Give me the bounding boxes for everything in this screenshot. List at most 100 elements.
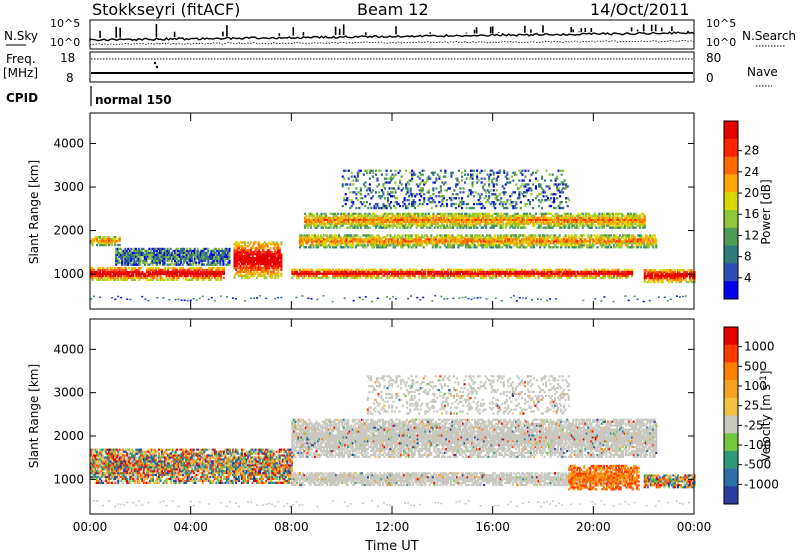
scatter-cell	[266, 253, 269, 256]
scatter-cell	[170, 278, 173, 281]
scatter-cell	[175, 253, 178, 256]
scatter-cell	[366, 272, 369, 275]
scatter-cell	[115, 257, 118, 260]
scatter-cell	[524, 226, 527, 229]
scatter-cell	[397, 218, 400, 221]
scatter-cell	[637, 238, 640, 241]
scatter-cell	[584, 214, 587, 217]
scatter-cell	[427, 272, 430, 275]
scatter-cell	[260, 247, 263, 250]
scatter-cell	[248, 262, 251, 266]
scatter-cell	[511, 238, 514, 241]
scatter-cell	[124, 267, 127, 270]
scatter-cell	[488, 222, 491, 225]
scatter-cell	[510, 268, 513, 271]
scatter-cell	[115, 276, 118, 280]
scatter-cell	[431, 238, 434, 241]
scatter-cell	[321, 236, 324, 239]
scatter-cell	[180, 267, 183, 270]
scatter-cell	[195, 278, 198, 281]
scatter-cell	[421, 268, 424, 271]
scatter-cell	[557, 216, 560, 219]
scatter-cell	[406, 238, 409, 241]
scatter-cell	[565, 220, 568, 223]
scatter-cell	[563, 238, 566, 241]
scatter-cell	[426, 218, 429, 221]
scatter-cell	[406, 224, 409, 227]
scatter-cell	[192, 268, 195, 272]
scatter-cell	[119, 255, 122, 258]
scatter-cell	[545, 218, 548, 221]
scatter-cell	[625, 270, 628, 273]
scatter-cell	[393, 220, 396, 223]
scatter-cell	[348, 274, 351, 277]
scatter-cell	[405, 212, 408, 215]
scatter-cell	[216, 255, 219, 258]
scatter-cell	[372, 244, 375, 247]
scatter-cell	[401, 274, 404, 277]
scatter-cell	[581, 212, 584, 215]
scatter-cell	[201, 259, 204, 262]
scatter-cell	[118, 261, 121, 264]
scatter-cell	[242, 270, 245, 273]
scatter-cell	[91, 240, 94, 243]
scatter-cell	[592, 222, 595, 225]
scatter-cell	[605, 272, 608, 275]
scatter-cell	[567, 270, 570, 273]
scatter-cell	[585, 276, 588, 279]
scatter-cell	[452, 246, 455, 249]
scatter-cell	[166, 253, 169, 256]
scatter-cell	[596, 216, 599, 219]
scatter-cell	[332, 226, 335, 229]
scatter-cell	[510, 270, 513, 273]
scatter-cell	[495, 216, 498, 219]
scatter-cell	[146, 263, 149, 266]
scatter-cell	[397, 242, 400, 245]
scatter-cell	[487, 272, 490, 275]
scatter-cell	[425, 238, 428, 241]
scatter-cell	[525, 218, 528, 221]
scatter-cell	[271, 270, 274, 273]
scatter-cell	[456, 226, 459, 229]
scatter-cell	[409, 240, 412, 243]
scatter-cell	[182, 267, 185, 270]
scatter-cell	[655, 242, 658, 245]
scatter-cell	[531, 246, 534, 249]
scatter-cell	[312, 246, 315, 249]
scatter-cell	[332, 274, 335, 277]
scatter-cell	[174, 251, 177, 254]
scatter-cell	[599, 234, 602, 237]
scatter-cell	[597, 236, 600, 239]
scatter-cell	[483, 276, 486, 279]
scatter-cell	[114, 272, 117, 276]
scatter-cell	[463, 276, 466, 279]
scatter-cell	[349, 218, 352, 221]
scatter-cell	[474, 222, 477, 225]
scatter-cell	[376, 220, 379, 223]
scatter-cell	[474, 216, 477, 219]
scatter-cell	[569, 244, 572, 247]
scatter-cell	[616, 216, 619, 219]
scatter-cell	[522, 234, 525, 237]
scatter-cell	[115, 240, 118, 243]
scatter-cell	[522, 272, 525, 275]
scatter-cell	[380, 220, 383, 223]
scatter-cell	[236, 241, 239, 244]
scatter-cell	[311, 214, 314, 217]
scatter-cell	[143, 257, 146, 260]
scatter-cell	[579, 234, 582, 237]
scatter-cell	[534, 234, 537, 237]
scatter-cell	[531, 272, 534, 275]
scatter-cell	[439, 214, 442, 217]
scatter-cell	[189, 261, 192, 264]
scatter-cell	[184, 255, 187, 258]
scatter-cell	[322, 222, 325, 225]
scatter-cell	[643, 242, 646, 245]
scatter-cell	[520, 234, 523, 237]
scatter-cell	[333, 246, 336, 249]
scatter-cell	[136, 257, 139, 260]
scatter-cell	[461, 222, 464, 225]
scatter-cell	[498, 224, 501, 227]
scatter-cell	[631, 234, 634, 237]
scatter-cell	[350, 244, 353, 247]
